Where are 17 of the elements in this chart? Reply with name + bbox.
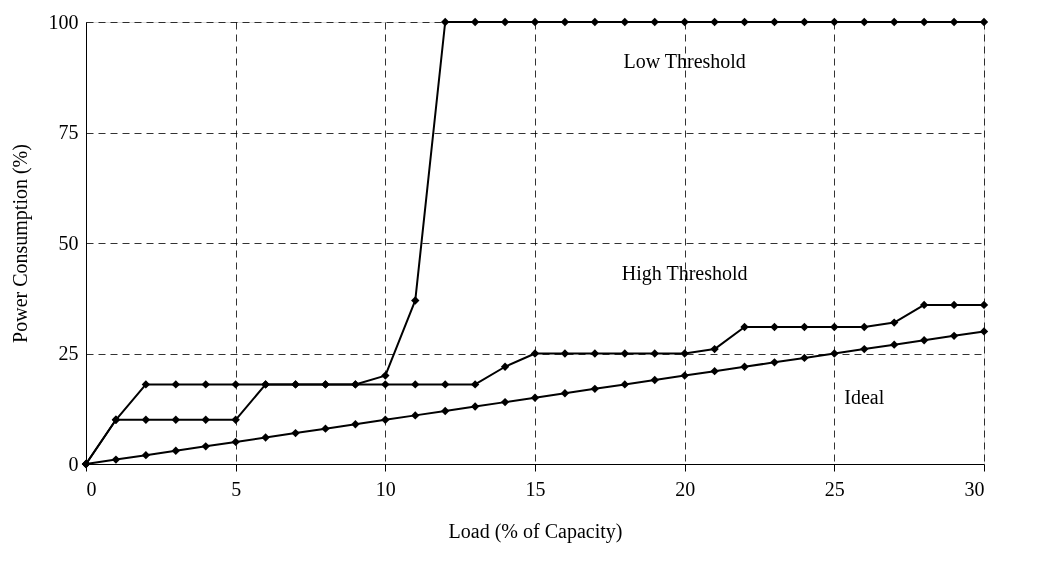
series-label: Ideal [844,385,885,408]
y-tick-label: 50 [58,231,79,254]
x-tick-label: 30 [964,477,985,500]
y-tick-label: 75 [58,121,79,143]
x-tick-label: 25 [824,477,845,500]
x-tick-label: 20 [675,477,696,500]
series-label: High Threshold [621,261,748,285]
series-label: Low Threshold [623,49,746,72]
x-axis-title: Load (% of Capacity) [448,519,623,543]
y-tick-label: 25 [58,342,79,364]
y-tick-label: 100 [48,10,79,33]
x-tick-label: 5 [231,477,242,500]
y-axis-title: Power Consumption (%) [8,144,32,343]
x-tick-label: 0 [86,477,97,500]
x-tick-label: 15 [525,477,546,500]
x-tick-label: 10 [375,477,396,500]
y-tick-label: 0 [68,452,79,475]
